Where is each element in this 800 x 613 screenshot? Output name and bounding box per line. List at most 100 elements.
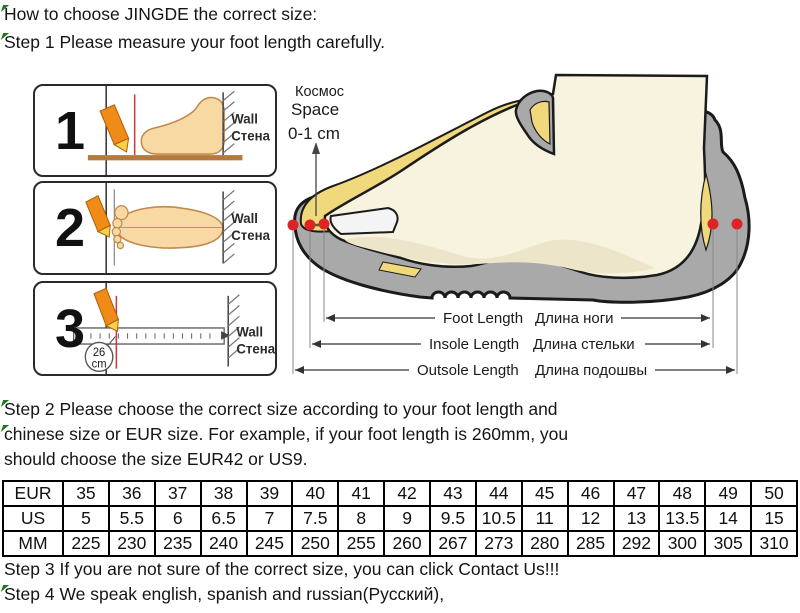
size-table-cell: 6 [153,505,202,532]
size-table-cell: 14 [704,505,753,532]
tongue-padding [529,100,551,145]
measure-step-box-2: Wall Стена 2 [33,181,277,275]
ruler-unit: cm [92,358,107,370]
step4-text: Step 4 We speak english, spanish and rus… [4,584,445,604]
size-table-cell: 13.5 [658,505,707,532]
wall-hatch [222,90,235,154]
foot-and-leg [323,73,709,280]
page-title: How to choose JINGDE the correct size: [4,4,318,24]
space-value: 0-1 cm [288,124,340,143]
space-label-en: Space [291,100,339,119]
size-table-cell: 300 [658,530,707,557]
step1-text: Step 1 Please measure your foot length c… [4,32,386,52]
measure-step-box-1: Wall Стена 1 [33,84,277,177]
callout-line [107,336,116,346]
size-table-cell: 230 [107,530,156,557]
size-table-cell: 44 [474,480,523,507]
space-arrowhead [312,142,320,154]
space-label-ru: Космос [295,84,344,100]
measurement-callout-circle [84,341,114,373]
size-table-row: EUR 35 36 37 38 39 40 41 42 43 44 45 46 47 48 49 50 [2,480,798,507]
measure-arrowheads [295,314,735,374]
measure-step-3-diagram: 26 cm Wall Стена [73,283,275,374]
size-table-cell: 235 [153,530,202,557]
size-table-cell: 41 [337,480,386,507]
size-table-cell: 273 [474,530,523,557]
size-table-cell: 9 [383,505,431,532]
size-table-cell: 10.5 [474,505,523,532]
toes [111,205,129,250]
size-table-cell: 49 [704,480,753,507]
size-table-cell: 12 [566,505,615,532]
size-table-cell: 9.5 [429,505,477,532]
floor [87,155,243,161]
size-table-cell: 5.5 [107,505,156,532]
wall-label-en: Wall [231,112,258,127]
size-table-row: MM 225 230 235 240 245 250 255 260 267 273 280 285 29… [2,530,798,557]
pencil-tip [96,224,111,238]
arch-lining [378,261,422,278]
step2-text-line1: Step 2 Please choose the correct size ac… [4,399,558,419]
size-table-cell: 260 [383,530,431,557]
size-table-row: US 5 5.5 6 6.5 7 7.5 8 9 9.5 10.5 11 12 13 13.5 14 15 [2,505,798,532]
pencil-tip [113,137,130,153]
size-table-row-header: MM [2,530,64,557]
step-number: 3 [54,298,86,359]
size-table-cell: 48 [658,480,707,507]
size-table-body: EUR 35 36 37 38 39 40 41 42 43 44 45 46 47 48 49 50 US 5 5.… [2,480,798,557]
outsole-length-label-ru: Длина подошвы [535,362,647,379]
foot-length-label-en: Foot Length [443,310,523,327]
insole-length-label-en: Insole Length [429,336,519,353]
wall-label-en: Wall [231,211,258,226]
size-table-cell: 11 [520,505,569,532]
wall-hatch [227,294,240,359]
guide-lines [292,230,738,374]
size-table-cell: 6.5 [199,505,248,532]
size-table-cell: 292 [612,530,661,557]
step-number: 1 [54,100,86,161]
step2-text-line2: chinese size or EUR size. For example, i… [4,424,569,444]
pencil-tip [105,318,119,332]
size-table-cell: 38 [199,480,248,507]
size-table-cell: 47 [612,480,661,507]
foot-length-label-ru: Длина ноги [535,310,614,327]
measure-step-1-diagram: Wall Стена [87,86,270,175]
size-table-cell: 39 [245,480,294,507]
measurement-dots [287,218,743,231]
size-table-cell: 15 [750,505,798,532]
size-table-cell: 35 [62,480,110,507]
size-table-cell: 245 [245,530,294,557]
wall-label-en: Wall [236,324,263,339]
insole-length-label-ru: Длина стельки [533,336,635,353]
size-table-cell: 8 [337,505,386,532]
size-table-cell: 50 [750,480,798,507]
foot-side-view [140,96,225,155]
size-table-cell: 46 [566,480,615,507]
wall-label-ru: Стена [231,228,270,243]
size-table-cell: 255 [337,530,386,557]
shoe-cross-section-diagram: Космос Space 0-1 cm Foot Length Длина но… [287,73,751,379]
size-table-cell: 37 [153,480,202,507]
step3-text: Step 3 If you are not sure of the correc… [4,559,560,579]
size-table-cell: 5 [62,505,110,532]
ruler-ticks [81,333,211,339]
size-table-cell: 13 [612,505,661,532]
measure-step-box-3: 26 cm Wall Стена 3 [33,281,277,376]
size-table-cell: 310 [750,530,798,557]
size-table-cell: 43 [429,480,477,507]
ruler-value: 26 [93,347,105,359]
size-table-cell: 280 [520,530,569,557]
size-table-cell: 250 [291,530,340,557]
measure-arrows [295,317,735,371]
heel-padding [700,171,713,252]
step2-text-line3: should choose the size EUR42 or US9. [4,449,308,469]
wall-label-ru: Стена [231,128,270,143]
size-table-cell: 40 [291,480,340,507]
size-table-cell: 240 [199,530,248,557]
size-conversion-table: EUR 35 36 37 38 39 40 41 42 43 44 45 46 47 48 49 50 US 5 5.… [2,480,798,557]
size-table-cell: 225 [62,530,110,557]
size-table-row-header: EUR [2,480,64,507]
step-number: 2 [54,198,86,258]
wall-hatch [222,189,235,264]
